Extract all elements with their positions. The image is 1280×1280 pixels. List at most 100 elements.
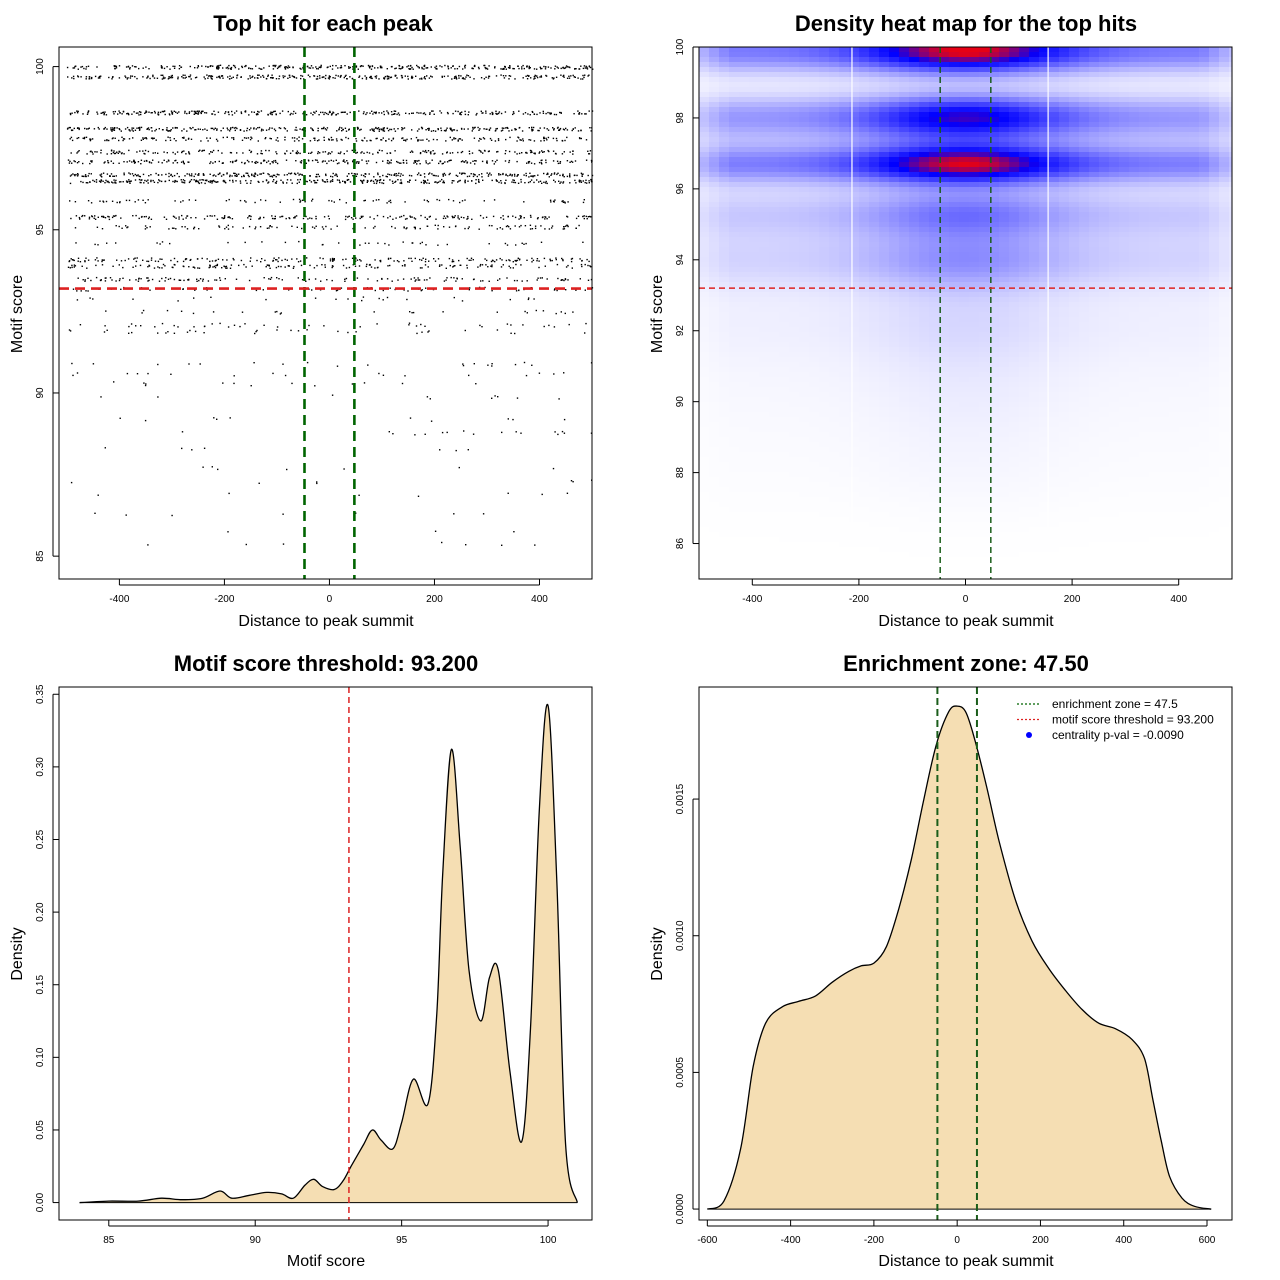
data-point: [166, 161, 168, 163]
data-point: [376, 180, 378, 183]
heatmap-cell: [739, 317, 750, 323]
data-point: [140, 126, 143, 129]
data-point: [556, 160, 559, 162]
data-point: [446, 111, 449, 114]
heatmap-cell: [769, 187, 780, 193]
data-point: [296, 258, 298, 260]
data-point: [562, 259, 564, 262]
data-point: [200, 182, 203, 184]
heatmap-cell: [799, 87, 810, 93]
heatmap-cell: [789, 567, 800, 573]
data-point: [223, 265, 225, 267]
data-point: [481, 112, 483, 114]
data-point: [290, 112, 292, 115]
heatmap-cell: [769, 167, 780, 173]
heatmap-cell: [749, 532, 760, 538]
data-point: [231, 175, 233, 177]
heatmap-cell: [699, 432, 710, 438]
data-point: [211, 78, 213, 80]
data-point: [359, 259, 361, 261]
data-point: [189, 74, 192, 76]
data-point: [370, 266, 373, 268]
data-point: [455, 75, 457, 77]
data-point: [567, 279, 569, 281]
heatmap-cell: [809, 147, 820, 153]
data-point: [419, 152, 422, 155]
heatmap-cell: [779, 277, 790, 283]
data-point: [232, 126, 234, 129]
data-point: [483, 138, 486, 140]
data-point: [503, 77, 506, 79]
data-point: [91, 76, 93, 79]
heatmap-cell: [699, 197, 710, 203]
data-point: [515, 244, 517, 246]
data-point: [418, 159, 420, 162]
data-point: [390, 111, 393, 113]
data-point: [145, 111, 147, 114]
data-point: [375, 137, 377, 140]
data-point: [426, 67, 429, 69]
data-point: [229, 217, 231, 219]
heatmap-cell: [749, 567, 760, 573]
data-point: [541, 150, 543, 152]
data-point: [460, 113, 462, 116]
heatmap-cell: [709, 307, 720, 313]
data-point: [529, 224, 532, 226]
data-point: [568, 77, 571, 79]
heatmap-cell: [809, 322, 820, 328]
data-point: [388, 431, 390, 433]
data-point: [354, 265, 357, 267]
heatmap-cell: [729, 387, 740, 393]
data-point: [126, 181, 128, 183]
heatmap-cell: [709, 147, 720, 153]
heatmap-cell: [779, 287, 790, 293]
data-point: [150, 218, 153, 220]
data-point: [336, 179, 339, 181]
heatmap-cell: [719, 197, 730, 203]
data-point: [323, 126, 325, 129]
data-point: [265, 129, 268, 131]
heatmap-cell: [719, 112, 730, 118]
heatmap-cell: [699, 327, 710, 333]
data-point: [386, 176, 388, 178]
data-point: [90, 77, 93, 80]
data-point: [397, 161, 399, 164]
heatmap-cell: [789, 427, 800, 433]
data-point: [581, 265, 583, 268]
data-point: [159, 180, 161, 182]
heatmap-cell: [739, 412, 750, 418]
data-point: [449, 264, 451, 267]
data-point: [85, 290, 87, 292]
data-point: [587, 216, 589, 218]
data-point: [403, 289, 405, 291]
data-point: [494, 140, 497, 142]
data-point: [587, 279, 590, 281]
data-point: [384, 242, 386, 245]
data-point: [420, 323, 422, 326]
heatmap-cell: [719, 537, 730, 543]
data-point: [397, 174, 399, 177]
data-point: [157, 260, 160, 263]
data-point: [279, 127, 282, 130]
heatmap-cell: [769, 497, 780, 503]
heatmap-cell: [739, 327, 750, 333]
data-point: [210, 77, 213, 80]
data-point: [441, 431, 444, 434]
data-point: [69, 160, 71, 163]
data-point: [242, 152, 244, 154]
data-point: [392, 113, 395, 115]
data-point: [284, 266, 286, 268]
data-point: [126, 226, 128, 229]
data-point: [105, 277, 107, 279]
heatmap-cell: [749, 157, 760, 163]
data-point: [188, 153, 191, 155]
data-point: [136, 257, 138, 259]
heatmap-cell: [779, 297, 790, 303]
data-point: [500, 74, 502, 76]
data-point: [215, 279, 218, 281]
data-point: [69, 113, 72, 116]
data-point: [372, 129, 375, 132]
data-point: [222, 217, 225, 220]
data-point: [408, 113, 410, 115]
heatmap-cell: [809, 292, 820, 298]
